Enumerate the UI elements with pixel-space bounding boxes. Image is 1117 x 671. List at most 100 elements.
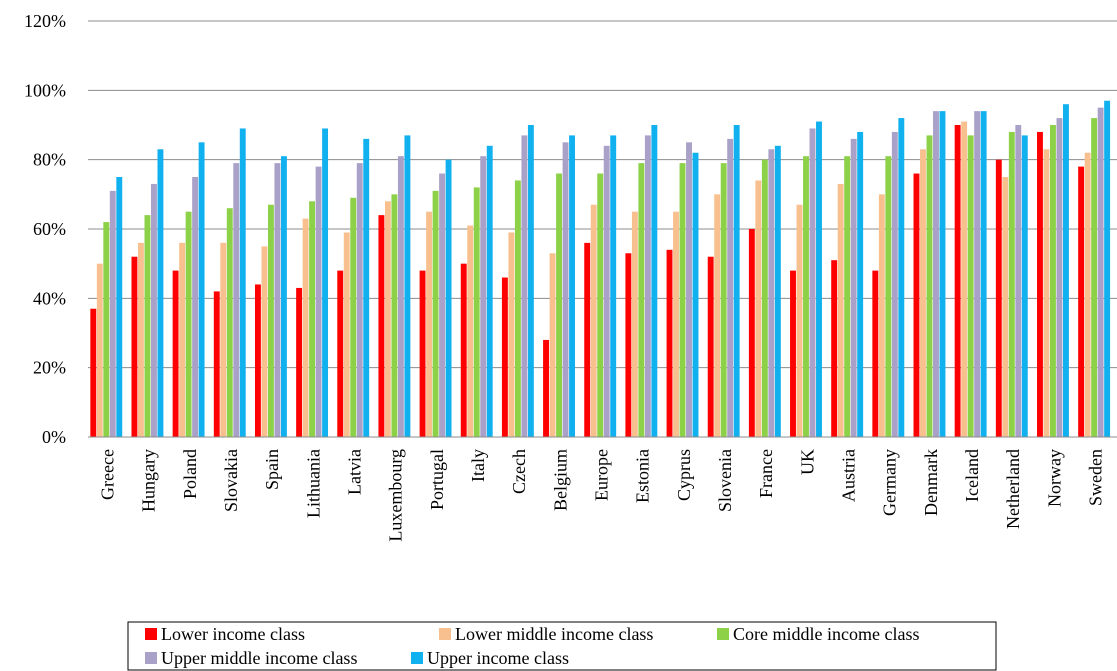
x-category-label: Poland (180, 449, 200, 499)
bar-norway-series-1 (1037, 131, 1043, 437)
bar-luxembourg-series-5 (404, 135, 411, 437)
bar-lithuania-series-5 (322, 128, 329, 437)
bar-norway-series-2 (1043, 149, 1050, 437)
bar-belgium-series-4 (562, 142, 569, 438)
bar-estonia-series-3 (638, 163, 645, 437)
legend-swatch-5 (411, 652, 423, 664)
bar-italy-series-4 (480, 156, 487, 437)
x-category-label: Portugal (427, 449, 447, 510)
y-tick-label: 80% (33, 150, 66, 170)
bar-norway-series-4 (1056, 118, 1063, 438)
bar-hungary-series-1 (131, 256, 138, 437)
x-category-label: Lithuania (303, 449, 323, 518)
bar-france-series-5 (774, 145, 781, 438)
bars (90, 100, 1111, 438)
bar-austria-series-1 (831, 260, 838, 437)
bar-czech-series-5 (527, 125, 534, 437)
bar-hungary-series-5 (157, 149, 164, 437)
bar-uk-series-5 (816, 121, 822, 438)
bar-sweden-series-2 (1084, 152, 1091, 437)
bar-sweden-series-3 (1091, 118, 1098, 438)
bar-netherland-series-3 (1008, 131, 1015, 437)
bar-belgium-series-1 (543, 339, 549, 437)
bar-estonia-series-5 (651, 125, 658, 437)
bar-italy-series-5 (486, 145, 493, 438)
bar-portugal-series-4 (439, 173, 446, 438)
bar-cyprus-series-3 (679, 163, 686, 437)
x-category-label: Belgium (550, 449, 570, 511)
bar-italy-series-3 (473, 187, 480, 437)
bar-luxembourg-series-4 (397, 156, 404, 437)
y-tick-label: 0% (42, 427, 66, 447)
bar-greece-series-5 (116, 177, 123, 437)
bar-cyprus-series-1 (666, 249, 673, 437)
y-tick-label: 100% (24, 80, 66, 100)
bar-latvia-series-3 (350, 197, 357, 437)
bar-france-series-3 (761, 159, 768, 437)
bar-spain-series-5 (280, 156, 287, 437)
x-category-label: Hungary (139, 449, 159, 512)
bar-europe-series-2 (590, 204, 597, 437)
bar-austria-series-5 (857, 131, 864, 437)
bar-portugal-series-5 (445, 159, 452, 437)
bar-lithuania-series-4 (315, 166, 322, 437)
bar-sweden-series-1 (1078, 166, 1085, 437)
bar-netherland-series-1 (995, 159, 1002, 437)
bar-norway-series-3 (1050, 125, 1056, 437)
bar-iceland-series-2 (961, 121, 968, 438)
bar-poland-series-1 (172, 270, 179, 437)
bar-europe-series-4 (603, 145, 610, 438)
bar-belgium-series-3 (556, 173, 562, 438)
bar-latvia-series-2 (343, 232, 350, 437)
bar-cyprus-series-5 (692, 152, 699, 437)
bar-denmark-series-5 (939, 111, 946, 437)
bar-europe-series-5 (610, 135, 617, 437)
bar-latvia-series-4 (356, 163, 363, 437)
legend-label-4: Upper middle income class (161, 648, 357, 668)
bar-germany-series-5 (898, 118, 905, 438)
bar-iceland-series-3 (967, 135, 974, 437)
x-category-label: Greece (98, 449, 118, 500)
bar-sweden-series-5 (1104, 100, 1111, 437)
bar-spain-series-3 (267, 204, 274, 437)
bar-spain-series-1 (254, 284, 261, 437)
bar-germany-series-4 (891, 131, 898, 437)
bar-cyprus-series-4 (686, 142, 692, 438)
bar-greece-series-2 (96, 263, 103, 437)
bar-germany-series-3 (885, 156, 892, 437)
bar-latvia-series-5 (363, 138, 370, 437)
bar-slovenia-series-3 (720, 163, 727, 437)
legend-label-3: Core middle income class (733, 624, 919, 644)
bar-czech-series-3 (514, 180, 521, 437)
x-category-label: France (756, 449, 776, 498)
x-category-label: Slovenia (715, 449, 735, 512)
bar-austria-series-4 (850, 138, 857, 437)
x-category-label: Denmark (921, 449, 941, 516)
bar-slovenia-series-1 (707, 256, 714, 437)
bar-germany-series-1 (872, 270, 879, 437)
legend: Lower income class Lower middle income cl… (127, 621, 997, 671)
bar-uk-series-3 (803, 156, 809, 437)
bar-luxembourg-series-3 (391, 194, 398, 437)
x-category-label: Spain (262, 449, 282, 490)
bar-spain-series-2 (261, 246, 268, 437)
bar-france-series-2 (755, 180, 762, 437)
bar-denmark-series-1 (913, 173, 920, 438)
y-tick-label: 20% (33, 358, 66, 378)
bar-czech-series-1 (501, 277, 508, 437)
bar-denmark-series-4 (933, 111, 939, 437)
bar-poland-series-5 (198, 142, 205, 438)
bar-slovenia-series-5 (733, 125, 740, 437)
legend-swatch-1 (145, 628, 157, 640)
x-category-label: Sweden (1085, 449, 1105, 506)
legend-swatch-3 (717, 628, 729, 640)
bar-sweden-series-4 (1097, 107, 1104, 438)
bar-portugal-series-1 (419, 270, 426, 437)
y-tick-label: 60% (33, 219, 66, 239)
x-category-label: Italy (468, 449, 488, 482)
bar-iceland-series-5 (980, 111, 987, 437)
x-category-label: Europe (592, 449, 612, 501)
bar-netherland-series-2 (1002, 177, 1009, 437)
bar-latvia-series-1 (337, 270, 344, 437)
